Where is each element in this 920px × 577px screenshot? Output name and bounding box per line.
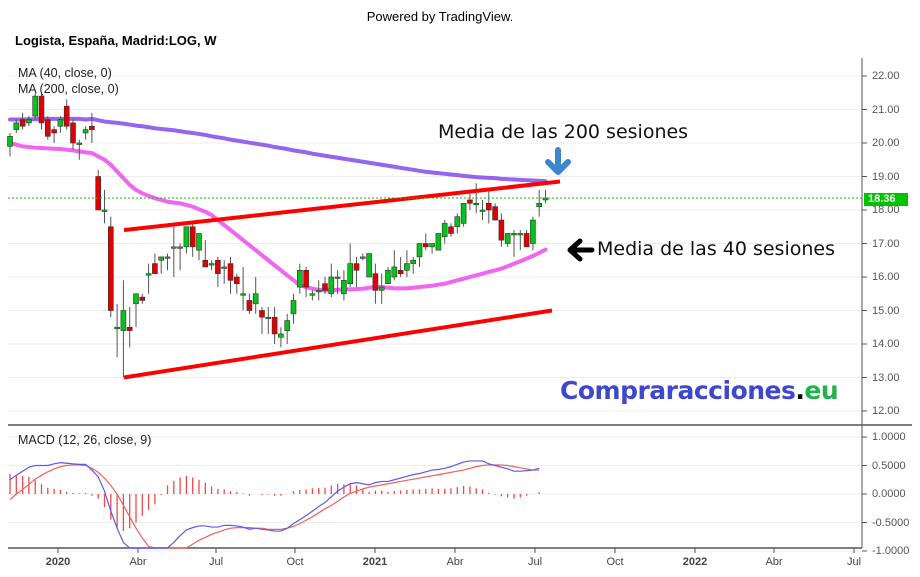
time-tick-label: Jul	[208, 556, 224, 568]
time-tick-label: Jul	[527, 556, 543, 568]
brand-name: Compraracciones	[560, 376, 796, 405]
price-tick-label: 20.00	[872, 137, 900, 149]
brand-dot: .	[795, 376, 805, 405]
price-tick-label: 13.00	[872, 371, 900, 384]
macd-tick-label: -1.0000	[872, 545, 910, 557]
time-tick-label: Jul	[846, 556, 862, 568]
time-tick-label: Oct	[286, 556, 304, 568]
annotation-ma200: Media de las 200 sesiones	[438, 121, 689, 143]
macd-tick-label: 0.0000	[872, 488, 906, 500]
arrow-left-icon	[567, 238, 595, 262]
macd-tick-label: -0.5000	[872, 516, 910, 529]
price-tick-label: 17.00	[872, 237, 900, 250]
price-tick-label: 19.00	[872, 170, 900, 183]
legend-macd[interactable]: MACD (12, 26, close, 9)	[18, 433, 152, 447]
time-tick-label: Abr	[446, 556, 464, 568]
arrow-down-icon	[545, 147, 571, 175]
last-price-tag: 18.36	[864, 193, 908, 206]
time-tick-label: 2022	[682, 556, 708, 568]
time-tick-label: Abr	[129, 556, 147, 568]
annotation-ma40: Media de las 40 sesiones	[597, 238, 835, 260]
time-tick-label: Oct	[606, 556, 624, 568]
legend-ma200[interactable]: MA (200, close, 0)	[18, 82, 119, 96]
macd-tick-label: 1.0000	[872, 431, 906, 443]
price-tick-label: 14.00	[872, 338, 900, 350]
candles	[7, 92, 549, 378]
powered-by-label: Powered by TradingView.	[366, 9, 514, 24]
brand-watermark: Compraracciones.eu	[560, 376, 839, 405]
price-tick-label: 21.00	[872, 103, 900, 116]
price-tick-label: 22.00	[872, 70, 900, 82]
macd-tick-label: 0.5000	[872, 459, 906, 472]
price-tick-label: 15.00	[872, 304, 900, 317]
time-tick-label: 2020	[45, 556, 71, 568]
chart-title: Logista, España, Madrid:LOG, W	[15, 33, 217, 48]
time-tick-label: 2021	[362, 556, 388, 568]
brand-tld: eu	[804, 376, 839, 405]
legend-ma40[interactable]: MA (40, close, 0)	[18, 66, 112, 80]
time-tick-label: Abr	[765, 556, 783, 568]
macd-histogram	[9, 474, 540, 532]
price-tick-label: 12.00	[872, 405, 900, 417]
price-tick-label: 18.00	[872, 204, 900, 216]
price-tick-label: 16.00	[872, 271, 900, 283]
